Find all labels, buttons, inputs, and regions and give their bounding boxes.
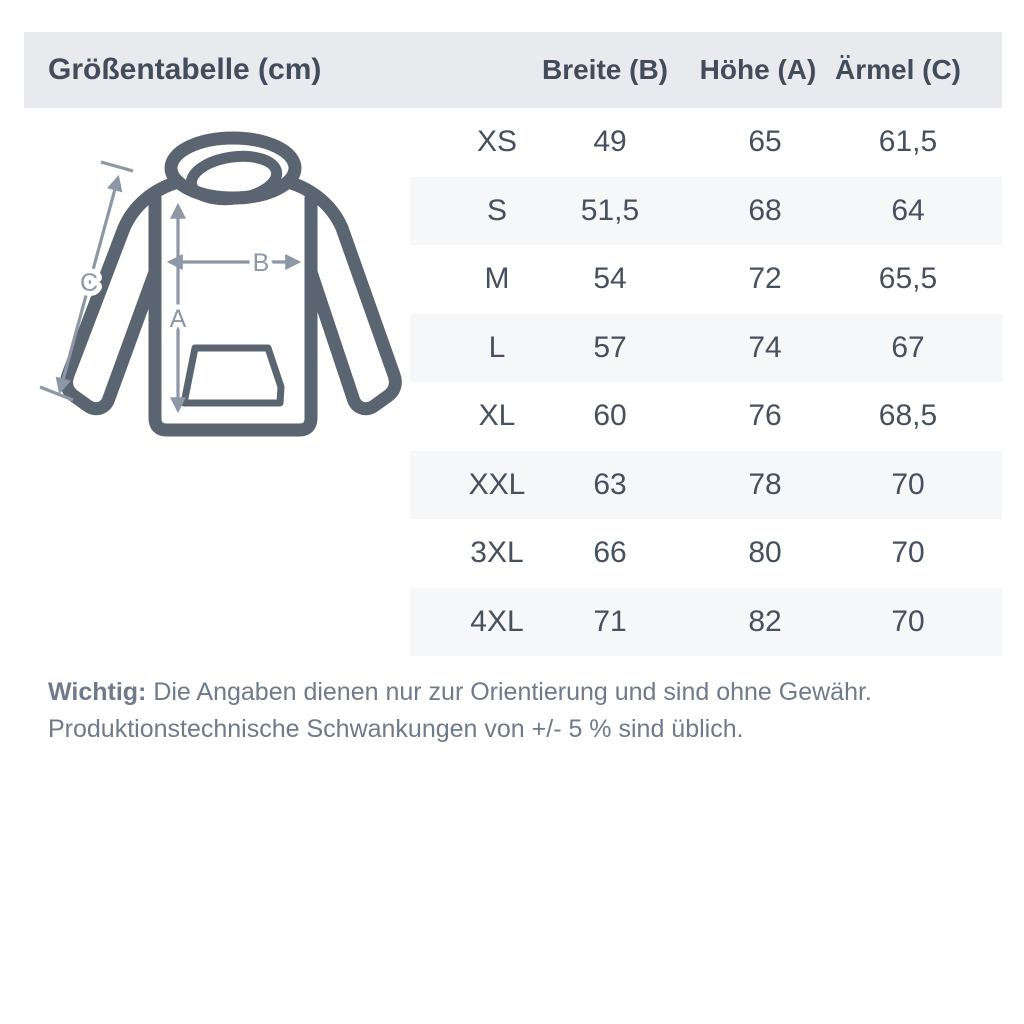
page-title: Größentabelle (cm) (48, 53, 322, 86)
hoodie-pocket (180, 344, 285, 407)
table-row: S 51,5 68 64 (410, 176, 1002, 245)
size-cell: 4XL (470, 604, 524, 638)
hoodie-icon: A B C (39, 131, 402, 437)
disclaimer-text-1: Die Angaben dienen nur zur Orientierung … (153, 678, 872, 706)
sleeve-arrow-bottom-tick (39, 385, 74, 402)
size-cell: XS (476, 125, 518, 158)
disclaimer-line-2: Produktionstechnische Schwankungen von +… (48, 715, 744, 743)
breite-cell: 71 (593, 604, 627, 638)
hoodie-right-sleeve (281, 175, 402, 416)
aermel-cell: 65,5 (878, 262, 938, 295)
disclaimer-note: Wichtig: Die Angaben dienen nur zur Orie… (48, 674, 988, 748)
breite-cell: 49 (593, 125, 627, 158)
table-row: XL 60 76 68,5 (410, 382, 1002, 451)
breite-cell: 60 (593, 399, 627, 432)
hoehe-cell: 72 (748, 262, 782, 295)
breite-cell: 57 (593, 330, 627, 364)
size-cell: S (486, 193, 507, 227)
size-cell: XL (478, 399, 516, 432)
breite-cell: 54 (593, 262, 627, 295)
hoehe-cell: 78 (748, 467, 782, 501)
table-row: XS 49 65 61,5 (410, 108, 1002, 177)
column-headers: Breite (B) Höhe (A) Ärmel (C) (410, 32, 1002, 108)
column-header-aermel: Ärmel (C) (834, 54, 961, 85)
table-header-band: Größentabelle (cm) Breite (B) Höhe (A) Ä… (24, 32, 1002, 108)
important-label: Wichtig: (48, 678, 147, 706)
aermel-cell: 61,5 (878, 125, 938, 158)
height-label: A (170, 305, 187, 333)
size-cell: L (488, 330, 506, 364)
size-cell: 3XL (470, 536, 524, 569)
size-cell: M (484, 262, 510, 295)
breite-cell: 66 (593, 536, 627, 569)
hood-inner-ring (185, 150, 283, 206)
size-table: XS 49 65 61,5 S 51,5 68 64 M 54 72 65,5 … (410, 108, 1002, 656)
hoehe-cell: 80 (748, 536, 782, 569)
table-row: XXL 63 78 70 (410, 450, 1002, 519)
column-header-hoehe: Höhe (A) (699, 54, 817, 85)
hoehe-cell: 82 (748, 604, 782, 638)
hoodie-torso (148, 191, 318, 437)
table-row: 4XL 71 82 70 (410, 587, 1002, 656)
sleeve-arrow-top-tick (100, 160, 134, 173)
table-row: L 57 74 67 (410, 313, 1002, 382)
aermel-cell: 67 (891, 330, 925, 364)
size-cell: XXL (468, 467, 526, 501)
table-row: M 54 72 65,5 (410, 245, 1002, 314)
width-label: B (253, 249, 270, 277)
aermel-cell: 70 (891, 604, 925, 638)
disclaimer-line-1: Wichtig: Die Angaben dienen nur zur Orie… (48, 674, 988, 711)
aermel-cell: 70 (891, 467, 925, 501)
sleeve-arrow (55, 174, 123, 395)
hoodie-measurement-diagram: A B C (28, 110, 420, 455)
hoehe-cell: 76 (748, 399, 782, 432)
aermel-cell: 68,5 (878, 399, 938, 432)
aermel-cell: 70 (891, 536, 925, 569)
hoehe-cell: 65 (748, 125, 782, 158)
table-row: 3XL 66 80 70 (410, 519, 1002, 588)
sleeve-label: C (80, 269, 98, 297)
breite-cell: 63 (593, 467, 627, 501)
breite-cell: 51,5 (580, 193, 640, 227)
column-header-breite: Breite (B) (541, 54, 668, 85)
hoehe-cell: 74 (748, 330, 782, 364)
aermel-cell: 64 (891, 193, 925, 227)
hoehe-cell: 68 (748, 193, 782, 227)
